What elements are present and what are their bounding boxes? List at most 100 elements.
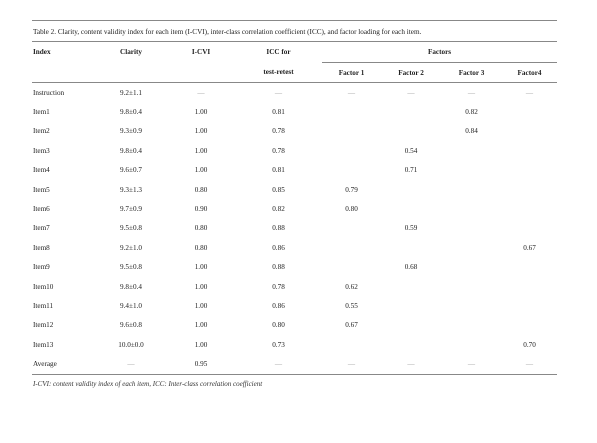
cell-index: Item6 [33, 205, 50, 214]
cell-clarity: 9.2±1.1 [120, 88, 142, 97]
cell-icvi: 1.00 [194, 146, 208, 155]
cell-factor4 [502, 102, 557, 121]
cell-index: Item2 [33, 127, 50, 136]
cell-factor1 [322, 219, 381, 238]
cell-icc: 0.86 [272, 243, 285, 252]
header-icvi: I-CVI [191, 48, 211, 57]
cell-icvi: 0.80 [194, 243, 208, 252]
cell-factor1 [322, 258, 381, 277]
header-factor3: Factor 3 [441, 62, 502, 83]
cell-factor1: 0.55 [345, 301, 358, 310]
table-row: Item5 9.3±1.3 0.80 0.85 0.79 [32, 180, 557, 199]
table-row: Item7 9.5±0.8 0.80 0.88 0.59 [32, 219, 557, 238]
cell-factor3: 0.82 [465, 108, 478, 117]
cell-factor4 [502, 258, 557, 277]
cell-factor2: 0.68 [404, 263, 418, 272]
cell-icvi: 1.00 [194, 166, 208, 175]
cell-factor1 [322, 122, 381, 141]
cell-factor2: 0.59 [404, 224, 418, 233]
header-icc-line1: ICC for [266, 48, 291, 57]
header-factors: Factors [322, 42, 558, 63]
cell-factor4 [502, 141, 557, 160]
cell-factor2: — [407, 88, 415, 97]
cell-clarity: 9.4±1.0 [120, 301, 142, 310]
cell-factor4 [502, 296, 557, 315]
table-row: Item6 9.7±0.9 0.90 0.82 0.80 [32, 199, 557, 218]
cell-icc: 0.78 [272, 282, 285, 291]
cell-clarity: 9.3±0.9 [120, 127, 142, 136]
cell-icc: 0.81 [272, 166, 285, 175]
cell-factor1 [322, 102, 381, 121]
cell-clarity: 9.8±0.4 [120, 108, 142, 117]
cell-factor4 [502, 316, 557, 335]
cell-factor2 [381, 122, 441, 141]
cell-factor2: 0.71 [404, 166, 418, 175]
cell-clarity: — [95, 354, 167, 375]
table-row: Instruction 9.2±1.1 — — — — — — [32, 83, 557, 103]
cell-clarity: 9.7±0.9 [120, 205, 142, 214]
table-container: Table 2. Clarity, content validity index… [32, 20, 558, 388]
cell-factor3: 0.84 [465, 127, 478, 136]
cell-factor3 [441, 199, 502, 218]
cell-factor3 [441, 277, 502, 296]
cell-factor3 [441, 238, 502, 257]
cell-icvi: 1.00 [194, 127, 208, 136]
cell-icc: 0.73 [272, 340, 285, 349]
cell-icc: 0.85 [272, 185, 285, 194]
cell-icc: 0.81 [272, 108, 285, 117]
cell-factor2 [381, 277, 441, 296]
cell-icc: 0.88 [272, 224, 285, 233]
cell-factor2 [381, 296, 441, 315]
cell-icvi: 1.00 [194, 321, 208, 330]
cell-clarity: 9.8±0.4 [120, 282, 142, 291]
cell-icc: 0.80 [272, 321, 285, 330]
cell-factor4: — [502, 354, 558, 375]
cell-clarity: 9.5±0.8 [120, 224, 142, 233]
cell-index: Item5 [33, 185, 50, 194]
cell-icc: 0.82 [272, 205, 285, 214]
table-row: Item9 9.5±0.8 1.00 0.88 0.68 [32, 258, 557, 277]
cell-factor2 [381, 238, 441, 257]
cell-factor4 [502, 199, 557, 218]
cell-factor4 [502, 180, 557, 199]
cell-index: Item3 [33, 146, 50, 155]
cell-factor3 [441, 141, 502, 160]
cell-clarity: 10.0±0.0 [118, 340, 144, 349]
cell-icc: 0.78 [272, 146, 285, 155]
cell-factor4 [502, 277, 557, 296]
cell-index: Item4 [33, 166, 50, 175]
cell-icvi: 1.00 [194, 263, 208, 272]
cell-index: Item7 [33, 224, 50, 233]
cell-factor4 [502, 122, 557, 141]
cell-index: Item13 [33, 340, 54, 349]
cell-factor3 [441, 161, 502, 180]
cell-factor1 [322, 161, 381, 180]
cell-factor2: — [381, 354, 441, 375]
cell-icvi: 0.80 [194, 185, 208, 194]
cell-factor1: 0.79 [345, 185, 358, 194]
cell-factor4: 0.70 [523, 340, 536, 349]
top-rule [32, 20, 557, 21]
cell-icvi: 0.95 [167, 354, 235, 375]
table-row: Item4 9.6±0.7 1.00 0.81 0.71 [32, 161, 557, 180]
cell-factor2 [381, 316, 441, 335]
header-factor4: Factor4 [502, 62, 558, 83]
cell-factor3 [441, 335, 502, 354]
cell-clarity: 9.5±0.8 [120, 263, 142, 272]
cell-factor3 [441, 316, 502, 335]
header-factor2: Factor 2 [381, 62, 441, 83]
cell-icvi: 1.00 [194, 108, 208, 117]
cell-factor3 [441, 219, 502, 238]
cell-icvi: 1.00 [194, 301, 208, 310]
cell-factor1: — [347, 88, 356, 97]
cell-icvi: 0.90 [194, 205, 208, 214]
header-row-1: Index Clarity I-CVI ICC for Factors [32, 42, 558, 63]
cell-factor2 [381, 335, 441, 354]
cell-factor1: 0.62 [345, 282, 358, 291]
cell-factor3: — [467, 88, 476, 97]
cell-icc: 0.78 [272, 127, 285, 136]
cell-index: Item1 [33, 108, 50, 117]
cell-factor1: — [322, 354, 381, 375]
cell-icc: 0.88 [272, 263, 285, 272]
